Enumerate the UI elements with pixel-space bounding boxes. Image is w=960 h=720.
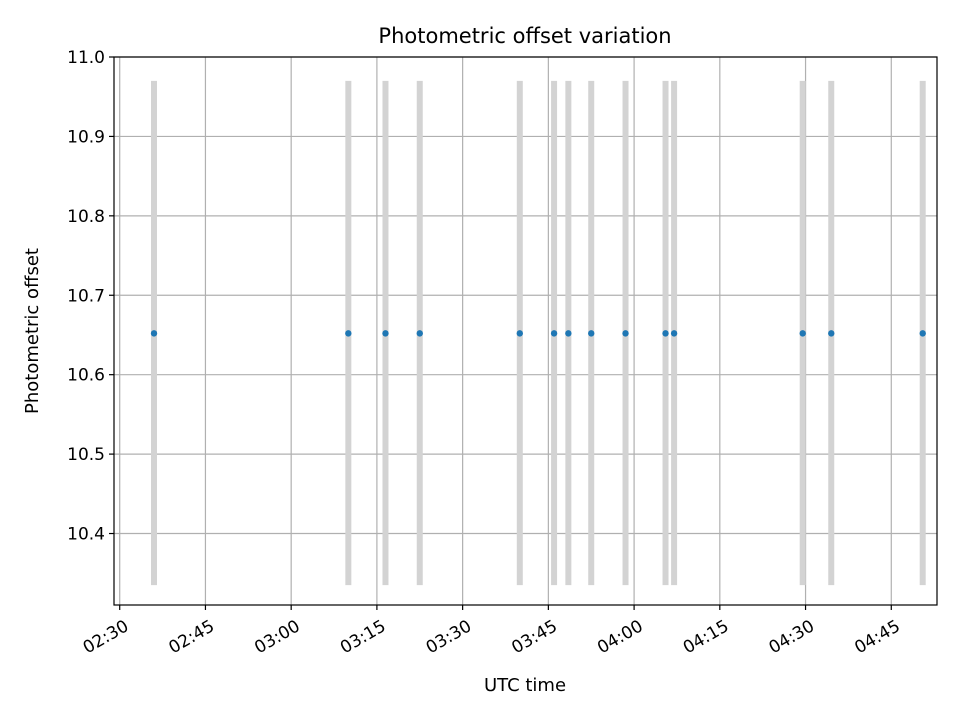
y-tick-label: 11.0 <box>67 48 105 68</box>
grid <box>114 56 937 605</box>
data-point <box>588 330 595 337</box>
y-tick-label: 10.9 <box>67 127 105 147</box>
x-axis-label: UTC time <box>484 675 566 696</box>
data-point <box>919 330 926 337</box>
data-point <box>382 330 389 337</box>
data-point <box>516 330 523 337</box>
y-tick-label: 10.7 <box>67 286 105 306</box>
y-tick-label: 10.5 <box>67 445 105 465</box>
y-axis-label: Photometric offset <box>22 248 43 414</box>
data-point <box>662 330 669 337</box>
data-point <box>345 330 352 337</box>
data-point <box>670 330 678 337</box>
y-axis: 10.4 10.5 10.6 10.7 10.8 10.9 11.0 <box>67 48 114 545</box>
data-point <box>416 330 423 337</box>
data-point <box>565 330 572 337</box>
y-tick-label: 10.6 <box>67 366 105 386</box>
data-points <box>150 330 926 337</box>
data-point <box>550 330 558 337</box>
chart-title: Photometric offset variation <box>378 24 671 48</box>
data-point <box>828 330 835 337</box>
y-tick-label: 10.4 <box>67 525 105 545</box>
data-point <box>622 330 629 337</box>
y-tick-label: 10.8 <box>67 207 105 227</box>
plot-frame <box>113 56 938 606</box>
data-point <box>150 330 158 337</box>
data-point <box>799 330 806 337</box>
